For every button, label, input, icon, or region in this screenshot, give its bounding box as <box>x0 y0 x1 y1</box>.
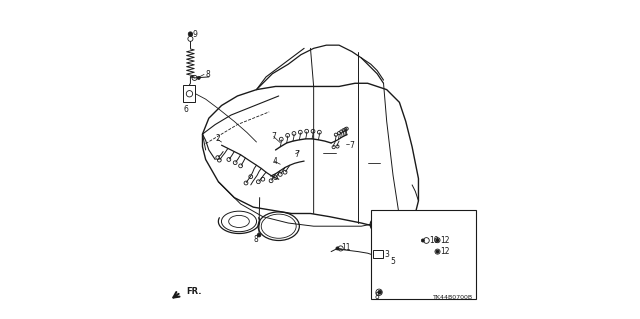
Text: 8: 8 <box>253 235 258 244</box>
Ellipse shape <box>436 239 439 242</box>
Text: 6: 6 <box>183 106 188 115</box>
Ellipse shape <box>436 250 439 253</box>
Ellipse shape <box>197 76 200 79</box>
Text: 8: 8 <box>205 70 211 79</box>
Ellipse shape <box>336 247 339 250</box>
Text: 7: 7 <box>272 132 276 141</box>
Text: FR.: FR. <box>187 287 202 296</box>
Text: 3: 3 <box>384 250 389 259</box>
Text: 8: 8 <box>375 292 380 301</box>
Ellipse shape <box>188 32 193 36</box>
Text: 11: 11 <box>342 243 351 252</box>
Text: 12: 12 <box>441 236 450 245</box>
Bar <box>373 250 383 258</box>
Bar <box>371 210 476 299</box>
Text: TK44B0700B: TK44B0700B <box>433 295 473 300</box>
Text: 7: 7 <box>349 141 354 150</box>
Text: 4: 4 <box>273 157 277 166</box>
Text: 9: 9 <box>193 30 197 39</box>
Text: 2: 2 <box>216 134 221 143</box>
Ellipse shape <box>257 233 261 237</box>
Text: 7: 7 <box>294 150 299 159</box>
Text: 12: 12 <box>441 247 450 256</box>
Text: 10: 10 <box>429 236 439 245</box>
Text: 5: 5 <box>390 257 395 266</box>
Bar <box>184 85 195 102</box>
Ellipse shape <box>378 290 381 294</box>
Ellipse shape <box>421 239 424 242</box>
